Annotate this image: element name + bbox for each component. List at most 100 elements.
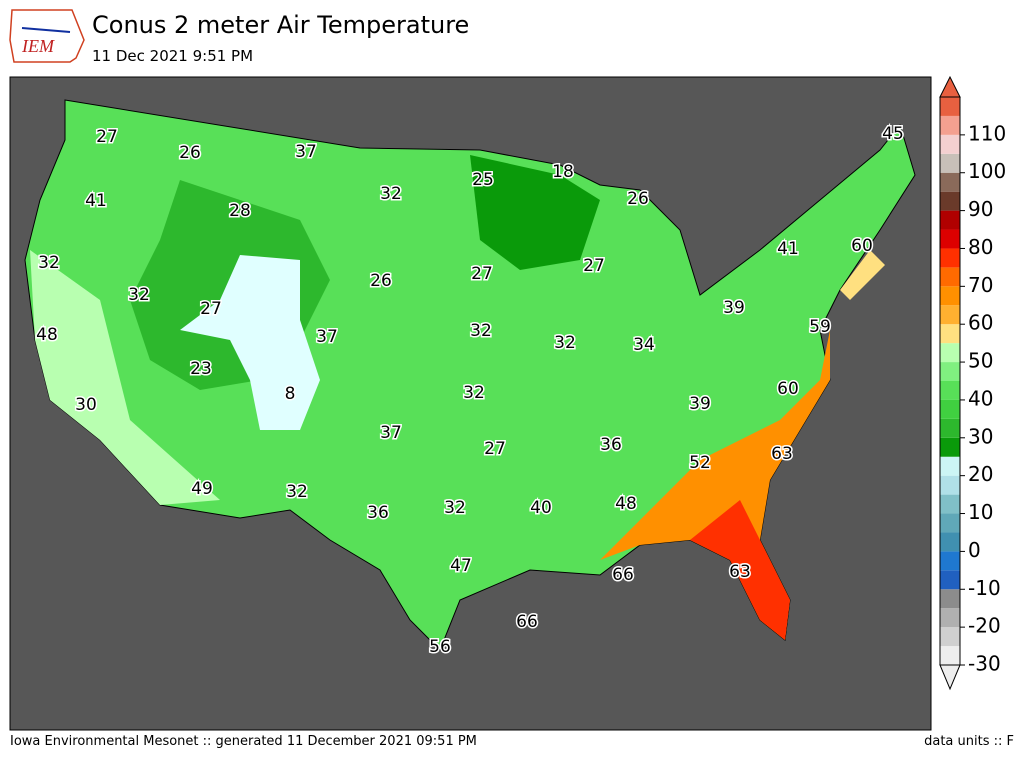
temperature-label: 36 bbox=[600, 435, 622, 455]
temperature-label: 32 bbox=[470, 321, 492, 341]
colorbar-segment bbox=[940, 286, 960, 306]
temperature-label: 37 bbox=[295, 142, 317, 162]
colorbar: -30 -20 -10 0 10 20 30 40 50 60 70 80 90 100 110 bbox=[939, 75, 1006, 691]
temperature-label: 48 bbox=[36, 325, 58, 345]
temperature-label: 37 bbox=[380, 423, 402, 443]
colorbar-frame bbox=[939, 96, 961, 666]
colorbar-segment bbox=[940, 494, 960, 514]
colorbar-segment bbox=[940, 343, 960, 363]
colorbar-tick-label: 40 bbox=[968, 386, 993, 410]
temperature-label: 32 bbox=[128, 285, 150, 305]
colorbar-segment bbox=[940, 229, 960, 249]
colorbar-tick-label: -10 bbox=[968, 576, 1001, 600]
temperature-label: 25 bbox=[472, 170, 494, 190]
colorbar-segment bbox=[940, 134, 960, 154]
colorbar-tick-label: 60 bbox=[968, 311, 993, 335]
colorbar-tick-label: 70 bbox=[968, 273, 993, 297]
footer-right: data units :: F bbox=[924, 734, 1014, 749]
colorbar-segment bbox=[940, 570, 960, 590]
temperature-label: 41 bbox=[777, 239, 799, 259]
colorbar-segment bbox=[940, 646, 960, 665]
colorbar-segment bbox=[940, 97, 960, 116]
region bbox=[840, 250, 885, 300]
colorbar-tick-label: -30 bbox=[968, 652, 1001, 676]
region bbox=[470, 155, 600, 270]
temperature-label: 26 bbox=[370, 271, 392, 291]
colorbar-segment bbox=[940, 267, 960, 287]
colorbar-segment bbox=[940, 513, 960, 533]
temperature-label: 32 bbox=[286, 482, 308, 502]
colorbar-segment bbox=[940, 153, 960, 173]
temperature-label: 40 bbox=[530, 498, 552, 518]
colorbar-segment bbox=[940, 608, 960, 628]
colorbar-segment bbox=[940, 172, 960, 192]
colorbar-tick-label: 50 bbox=[968, 349, 993, 373]
colorbar-segment bbox=[940, 362, 960, 381]
temperature-label: 66 bbox=[516, 612, 538, 632]
temperature-label: 32 bbox=[444, 498, 466, 518]
colorbar-segment bbox=[940, 551, 960, 571]
colorbar-segment bbox=[940, 305, 960, 325]
footer-left: Iowa Environmental Mesonet :: generated … bbox=[10, 734, 477, 749]
temperature-label: 32 bbox=[380, 184, 402, 204]
temperature-label: 26 bbox=[179, 143, 201, 163]
colorbar-arrow bbox=[939, 75, 961, 98]
colorbar-segment bbox=[940, 532, 960, 552]
temperature-label: 27 bbox=[484, 439, 506, 459]
temperature-label: 39 bbox=[689, 394, 711, 414]
colorbar-arrow bbox=[939, 664, 961, 691]
temperature-label: 66 bbox=[612, 565, 634, 585]
temperature-label: 32 bbox=[38, 253, 60, 273]
temperature-label: 48 bbox=[615, 494, 637, 514]
colorbar-segment bbox=[940, 437, 960, 457]
temperature-label: 60 bbox=[851, 236, 873, 256]
colorbar-tick-label: 0 bbox=[968, 538, 981, 562]
colorbar-tick-label: -20 bbox=[968, 614, 1001, 638]
region bbox=[30, 250, 220, 505]
colorbar-tick-label: 80 bbox=[968, 235, 993, 259]
temperature-label: 56 bbox=[429, 637, 451, 657]
colorbar-tick-label: 20 bbox=[968, 462, 993, 486]
temperature-label: 63 bbox=[729, 562, 751, 582]
colorbar-segment bbox=[940, 191, 960, 211]
temperature-label: 45 bbox=[882, 124, 904, 144]
colorbar-segment bbox=[940, 456, 960, 476]
temperature-label: 28 bbox=[229, 201, 251, 221]
colorbar-segment bbox=[940, 399, 960, 419]
region bbox=[690, 500, 790, 640]
temperature-label: 8 bbox=[285, 384, 296, 404]
temperature-label: 27 bbox=[200, 299, 222, 319]
subtitle: 11 Dec 2021 9:51 PM bbox=[92, 47, 253, 65]
temperature-label: 59 bbox=[809, 317, 831, 337]
map: 27 26 37 32 25 18 26 45 41 28 32 26 27 27 41 60 32 27 37 32… bbox=[9, 76, 932, 731]
temperature-label: 41 bbox=[85, 191, 107, 211]
title: Conus 2 meter Air Temperature bbox=[92, 11, 469, 39]
temperature-label: 23 bbox=[190, 359, 212, 379]
temperature-label: 18 bbox=[552, 162, 574, 182]
temperature-label: 27 bbox=[96, 127, 118, 147]
colorbar-segment bbox=[940, 381, 960, 400]
logo: IEM bbox=[9, 9, 85, 63]
temperature-label: 36 bbox=[367, 503, 389, 523]
colorbar-tick-label: 100 bbox=[968, 159, 1006, 183]
temperature-label: 47 bbox=[450, 556, 472, 576]
colorbar-tick-label: 90 bbox=[968, 197, 993, 221]
colorbar-segment bbox=[940, 248, 960, 268]
colorbar-tick-label: 30 bbox=[968, 424, 993, 448]
temperature-label: 52 bbox=[689, 453, 711, 473]
colorbar-segment bbox=[940, 627, 960, 647]
temperature-label: 63 bbox=[771, 444, 793, 464]
logo-text: IEM bbox=[21, 36, 55, 56]
region bbox=[600, 330, 830, 640]
temperature-label: 32 bbox=[554, 333, 576, 353]
temperature-label: 34 bbox=[633, 335, 655, 355]
labels: 27 26 37 32 25 18 26 45 41 28 32 26 27 27 41 60 32 27 37 32… bbox=[35, 123, 906, 659]
colorbar-segment bbox=[940, 115, 960, 135]
temperature-label: 27 bbox=[583, 256, 605, 276]
temperature-label: 60 bbox=[777, 379, 799, 399]
temperature-label: 30 bbox=[75, 395, 97, 415]
temperature-label: 49 bbox=[191, 479, 213, 499]
temperature-label: 39 bbox=[723, 298, 745, 318]
temperature-label: 32 bbox=[463, 383, 485, 403]
